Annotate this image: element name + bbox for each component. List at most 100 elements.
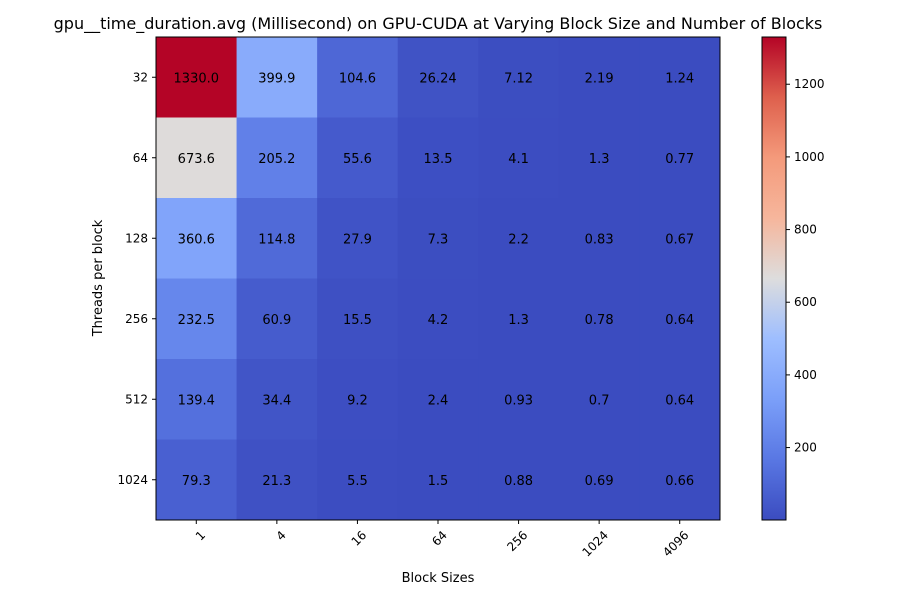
cell-value-label: 0.93 (504, 393, 533, 408)
heatmap-cell (478, 278, 560, 360)
cell-value-label: 1.5 (428, 474, 449, 489)
cell-value-label: 4.2 (428, 313, 449, 328)
x-tick-label: 16 (349, 528, 370, 549)
cell-value-label: 21.3 (262, 474, 291, 489)
cell-value-label: 104.6 (339, 71, 376, 86)
heatmap-cell (639, 37, 721, 118)
cell-value-label: 55.6 (343, 152, 372, 167)
x-tick-label: 4 (273, 528, 288, 543)
heatmap-cell (478, 359, 560, 440)
cell-value-label: 232.5 (178, 313, 215, 328)
colorbar-tick-label: 200 (794, 441, 817, 455)
cell-value-label: 26.24 (419, 71, 456, 86)
heatmap-cell (236, 198, 318, 279)
x-tick-label: 1024 (580, 528, 611, 559)
heatmap-cell (317, 439, 399, 521)
heatmap-cell (236, 117, 318, 199)
heatmap-cell (397, 198, 479, 279)
heatmap-cell (236, 278, 318, 360)
heatmap-cell (317, 37, 399, 118)
cell-value-label: 15.5 (343, 313, 372, 328)
heatmap-cell (156, 198, 238, 279)
cell-value-label: 0.64 (665, 393, 694, 408)
x-tick-label: 256 (504, 528, 530, 554)
colorbar-tick-label: 400 (794, 368, 817, 382)
x-tick-label: 4096 (660, 528, 691, 559)
cell-value-label: 27.9 (343, 232, 372, 247)
heatmap-cell (639, 278, 721, 360)
cell-value-label: 1.3 (508, 313, 529, 328)
heatmap-cell (317, 278, 399, 360)
heatmap-cell (478, 37, 560, 118)
y-tick-label: 1024 (117, 473, 148, 487)
y-axis-label: Threads per block (91, 219, 106, 337)
heatmap-cell (478, 439, 560, 521)
heatmap-cell (156, 117, 238, 199)
cell-value-label: 360.6 (178, 232, 215, 247)
heatmap-cell (156, 439, 238, 521)
colorbar (761, 36, 787, 521)
chart-title: gpu__time_duration.avg (Millisecond) on … (54, 14, 823, 34)
heatmap-cell (558, 37, 640, 118)
heatmap-cell (397, 278, 479, 360)
x-axis-ticks: 1 4 16 64 256 1024 4096 (193, 520, 692, 560)
cell-value-label: 5.5 (347, 474, 368, 489)
heatmap-cell (639, 439, 721, 521)
heatmap-cell (639, 117, 721, 199)
heatmap-cell (397, 439, 479, 521)
y-axis-ticks: 32 64 128 256 512 1024 (117, 70, 156, 487)
cell-value-label: 0.66 (665, 474, 694, 489)
heatmap-cell (558, 439, 640, 521)
cell-value-label: 2.4 (428, 393, 449, 408)
cell-value-label: 139.4 (178, 393, 215, 408)
heatmap-cell (156, 37, 238, 118)
y-tick-label: 64 (133, 151, 148, 165)
heatmap-cell (558, 198, 640, 279)
heatmap-cell (558, 117, 640, 199)
cell-value-label: 399.9 (258, 71, 295, 86)
heatmap-cell (317, 198, 399, 279)
cell-value-label: 0.69 (585, 474, 614, 489)
colorbar-tick-label: 800 (794, 223, 817, 237)
x-tick-label: 64 (429, 528, 450, 549)
heatmap-cell (397, 37, 479, 118)
cell-value-label: 0.77 (665, 152, 694, 167)
heatmap-cell (397, 359, 479, 440)
x-axis-label: Block Sizes (402, 571, 475, 586)
cell-value-label: 0.83 (585, 232, 614, 247)
cell-value-label: 114.8 (258, 232, 295, 247)
x-tick-label: 1 (193, 528, 208, 543)
y-tick-label: 32 (133, 70, 148, 84)
heatmap-cell (639, 359, 721, 440)
cell-value-label: 0.88 (504, 474, 533, 489)
cell-value-label: 0.78 (585, 313, 614, 328)
heatmap-cell (236, 439, 318, 521)
y-tick-label: 128 (125, 231, 148, 245)
cell-value-label: 34.4 (262, 393, 291, 408)
heatmap-cell (236, 37, 318, 118)
cell-value-label: 1330.0 (174, 71, 220, 86)
cell-value-label: 60.9 (262, 313, 291, 328)
cell-value-label: 2.2 (508, 232, 529, 247)
heatmap-cell (639, 198, 721, 279)
cell-value-label: 7.12 (504, 71, 533, 86)
cell-value-label: 4.1 (508, 152, 529, 167)
cell-value-label: 7.3 (428, 232, 449, 247)
heatmap-cell (397, 117, 479, 199)
cell-value-label: 0.7 (589, 393, 610, 408)
heatmap-cell (558, 278, 640, 360)
heatmap-cell (236, 359, 318, 440)
cell-value-label: 1.24 (665, 71, 694, 86)
y-tick-label: 512 (125, 392, 148, 406)
cell-value-label: 0.64 (665, 313, 694, 328)
colorbar-tick-label: 1000 (794, 150, 825, 164)
heatmap-cells: 1330.0 399.9 104.6 26.24 7.12 2.19 1.24 673.6 20… (156, 37, 721, 521)
cell-value-label: 1.3 (589, 152, 610, 167)
colorbar-tick-label: 1200 (794, 77, 825, 91)
cell-value-label: 2.19 (585, 71, 614, 86)
y-tick-label: 256 (125, 312, 148, 326)
heatmap-cell (317, 117, 399, 199)
cell-value-label: 673.6 (178, 152, 215, 167)
colorbar-tick-label: 600 (794, 295, 817, 309)
colorbar-ticks: 200 400 600 800 1000 1200 (786, 77, 825, 455)
